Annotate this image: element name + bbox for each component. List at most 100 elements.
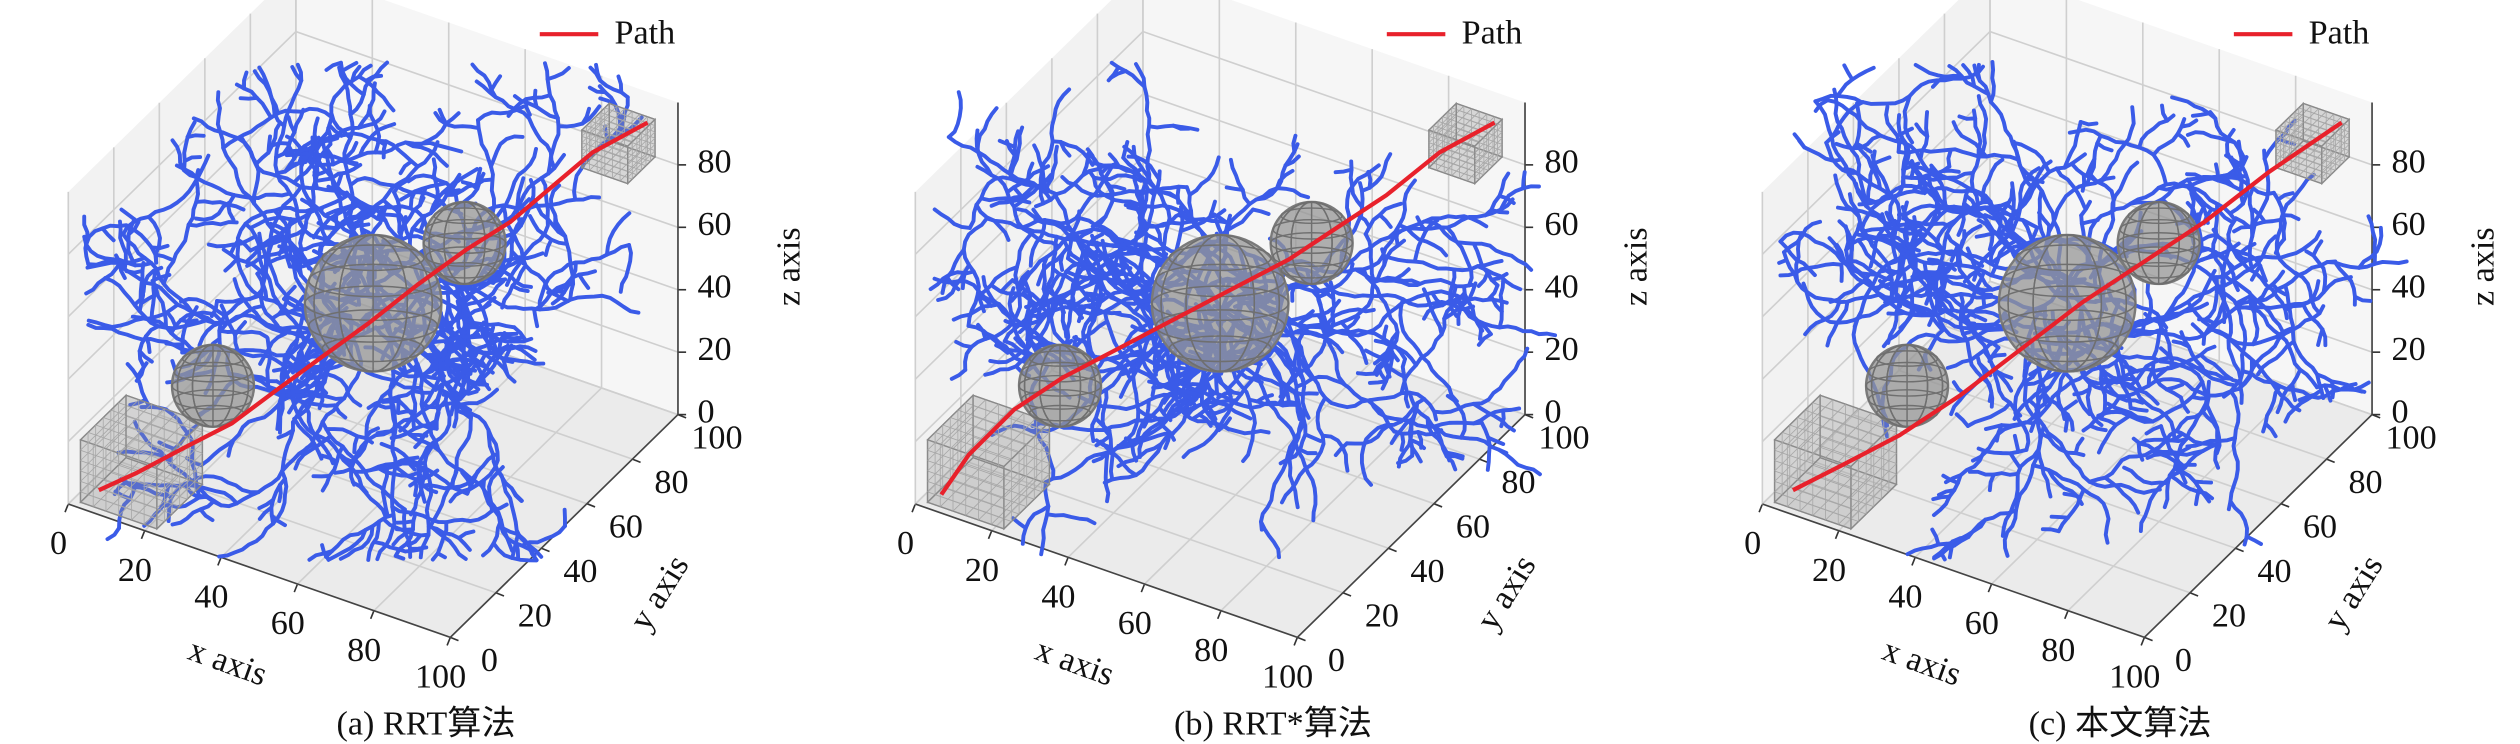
x-tick-label: 20 — [1812, 552, 1846, 589]
tree-branch — [1224, 185, 1245, 192]
tree-branch — [1910, 260, 1960, 279]
tree-branch — [1521, 170, 1527, 191]
tree-branch — [2151, 117, 2187, 157]
tree-branch — [482, 334, 492, 354]
tree-branch — [444, 290, 517, 384]
sphere-mesh — [1280, 261, 1343, 279]
cube-mesh — [1474, 125, 1503, 153]
tree-branch — [1901, 200, 1909, 221]
tree-branch — [2179, 118, 2199, 129]
tree-branch — [186, 220, 239, 228]
tree-branch — [2290, 382, 2298, 403]
tree-branch — [2095, 141, 2114, 153]
tree-branch — [2231, 247, 2268, 283]
tree-branch — [395, 519, 416, 525]
tree-branch — [1049, 272, 1062, 290]
cube-mesh — [1819, 405, 1897, 433]
tree-branch — [357, 122, 397, 158]
tree-branch — [2067, 127, 2169, 187]
tree-branch — [150, 278, 168, 329]
tree-branch — [405, 533, 423, 548]
tree-branch — [219, 304, 265, 333]
tree-branch — [1036, 245, 1070, 287]
tree-branch — [500, 526, 544, 559]
sphere-mesh — [321, 335, 425, 363]
tree-branch — [153, 252, 173, 262]
tree-branch — [1974, 231, 2024, 248]
tree-branch — [510, 532, 520, 560]
x-tick-label: 60 — [1118, 605, 1152, 642]
tree-branch — [1442, 281, 1478, 321]
tree-branch — [1118, 251, 1139, 256]
tree-branch — [1212, 212, 1230, 226]
tree-branch — [1471, 401, 1516, 433]
sphere-mesh — [1865, 374, 1949, 397]
sphere-mesh — [2015, 335, 2119, 363]
axis-line — [915, 503, 1298, 639]
tree-branch — [461, 284, 489, 330]
tree-branch — [1913, 62, 1964, 79]
legend-label: Path — [615, 15, 676, 52]
tree-branch — [178, 318, 199, 324]
tree-branch — [1320, 433, 1350, 473]
tree-branch — [2200, 408, 2222, 456]
tree-branch — [2232, 217, 2283, 234]
tree-branch — [433, 111, 481, 131]
tree-branch — [1946, 148, 1953, 169]
tree-branch — [299, 442, 317, 456]
tree-branch — [338, 60, 366, 97]
tree-branch — [2096, 413, 2132, 455]
tree-branch — [1970, 449, 1989, 463]
tree-branch — [1872, 155, 1892, 166]
tree-branch — [1298, 391, 1319, 397]
tick-mark — [450, 636, 459, 642]
tree-branch — [618, 243, 633, 294]
tree-branch — [1075, 237, 1110, 277]
tree-branch — [240, 136, 344, 194]
tree-branch — [1947, 64, 1991, 97]
tree-branch — [1957, 114, 1978, 121]
y-tick-label: 80 — [2348, 464, 2382, 501]
tree-branch — [2054, 166, 2087, 210]
sphere-mesh — [2119, 218, 2199, 240]
tree-branch — [125, 362, 152, 409]
tree-branch — [2037, 189, 2047, 241]
z-tick-label: 20 — [697, 331, 731, 368]
sphere-mesh — [1875, 350, 1939, 367]
tree-branch — [1898, 281, 1915, 330]
z-tick-label: 80 — [1545, 144, 1579, 181]
tree-branch — [332, 403, 348, 420]
tree-branch — [1158, 381, 1179, 388]
tree-branch — [84, 223, 129, 247]
tree-branch — [134, 364, 146, 383]
tree-branch — [2128, 405, 2149, 413]
tree-branch — [311, 204, 353, 240]
tree-branch — [285, 394, 337, 408]
sphere-mesh — [1018, 374, 1102, 397]
tree-branch — [961, 216, 989, 328]
sphere-mesh — [308, 263, 439, 298]
tree-branch — [512, 325, 527, 342]
tree-branch — [1259, 519, 1281, 560]
x-tick-label: 100 — [415, 658, 466, 695]
tree-branch — [392, 190, 405, 242]
x-axis-label: x axis — [1878, 631, 1966, 693]
tree-branch — [1028, 218, 1047, 268]
tree-branch — [2081, 374, 2177, 440]
tree-branch — [1107, 429, 1115, 482]
tree-branch — [1131, 144, 1172, 260]
tree-branch — [1372, 330, 1400, 376]
tree-branch — [1187, 155, 1221, 197]
tick-mark — [2235, 547, 2244, 553]
tree-branch — [2221, 271, 2258, 310]
tree-branch — [1363, 201, 1403, 237]
tree-branch — [1200, 371, 1219, 385]
z-tick-label: 40 — [1545, 269, 1579, 306]
x-tick-label: 40 — [1041, 578, 1075, 615]
tree-branch — [1471, 406, 1522, 426]
tree-branch — [157, 440, 177, 451]
y-tick-label: 60 — [2303, 509, 2337, 546]
tick-mark — [2140, 637, 2146, 646]
tree-branch — [333, 466, 353, 475]
tree-branch — [1833, 173, 1861, 219]
